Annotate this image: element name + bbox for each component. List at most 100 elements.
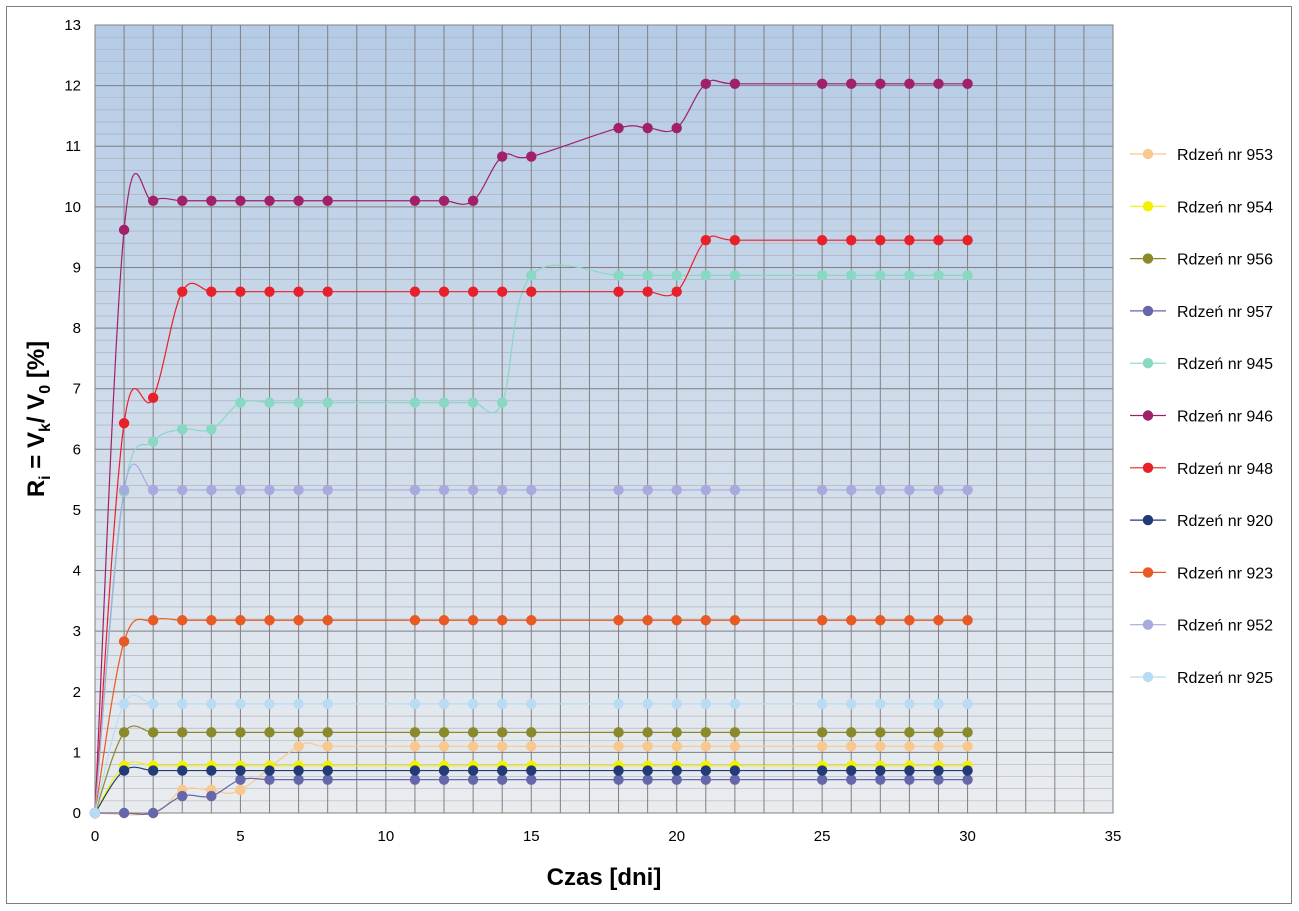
data-point: [729, 774, 741, 785]
data-point: [467, 765, 479, 776]
y-title-sub-i: i: [37, 475, 54, 479]
data-point: [467, 774, 479, 785]
series-6: [89, 234, 973, 819]
data-point: [816, 78, 828, 89]
data-point: [933, 270, 944, 281]
data-point: [526, 615, 537, 626]
data-point: [962, 774, 973, 785]
data-point: [846, 78, 857, 89]
data-point: [264, 774, 275, 785]
legend-label: Rdzeń nr 923: [1177, 565, 1273, 582]
data-point: [264, 727, 275, 738]
data-point: [816, 270, 828, 281]
y-tick-label: 10: [64, 199, 81, 216]
data-point: [293, 698, 304, 710]
data-point: [497, 484, 508, 496]
data-point: [846, 234, 857, 246]
data-point: [642, 741, 653, 752]
y-tick-label: 8: [73, 320, 81, 337]
data-point: [846, 270, 857, 281]
data-point: [526, 774, 537, 785]
data-point: [177, 424, 188, 435]
data-point: [962, 270, 973, 281]
legend-label: Rdzeń nr 946: [1177, 409, 1273, 426]
legend-label: Rdzeń nr 945: [1177, 356, 1273, 373]
data-point: [904, 270, 915, 281]
legend-item: Rdzeń nr 957: [1130, 304, 1273, 321]
data-point: [613, 774, 624, 785]
legend-label: Rdzeń nr 920: [1177, 513, 1273, 530]
legend-item: Rdzeń nr 946: [1130, 409, 1273, 426]
data-point: [438, 286, 450, 297]
data-point: [206, 195, 217, 206]
plot-area: [95, 25, 1113, 813]
legend-marker: [1142, 305, 1154, 317]
data-point: [409, 698, 421, 710]
data-point: [933, 741, 944, 752]
y-tick-label: 1: [73, 744, 81, 761]
data-point: [904, 615, 915, 626]
data-point: [118, 698, 130, 710]
data-point: [526, 484, 537, 496]
y-tick-label: 12: [64, 78, 81, 95]
data-point: [235, 615, 246, 626]
data-point: [642, 698, 653, 710]
data-point: [264, 286, 275, 297]
data-point: [497, 615, 508, 626]
data-point: [177, 195, 188, 206]
legend-item: Rdzeń nr 954: [1130, 199, 1273, 216]
data-point: [147, 765, 159, 776]
data-point: [700, 484, 711, 496]
data-point: [293, 195, 304, 206]
data-point: [293, 397, 304, 408]
data-point: [671, 765, 682, 776]
y-title-sub-0: 0: [37, 385, 54, 394]
data-point: [613, 765, 624, 776]
data-point: [613, 270, 624, 281]
data-point: [206, 286, 217, 297]
data-point: [729, 698, 741, 710]
data-point: [933, 765, 944, 776]
data-point: [671, 615, 682, 626]
data-point: [613, 698, 624, 710]
legend-marker: [1142, 358, 1154, 369]
x-tick-label: 0: [91, 828, 99, 845]
data-point: [526, 151, 537, 162]
data-point: [642, 484, 653, 496]
data-point: [700, 234, 711, 246]
data-point: [642, 286, 653, 297]
data-point: [526, 727, 537, 738]
y-tick-label: 13: [64, 17, 81, 34]
data-point: [438, 774, 450, 785]
data-point: [671, 698, 682, 710]
legend-marker: [1142, 567, 1154, 578]
data-point: [409, 741, 421, 752]
data-point: [729, 741, 741, 752]
data-point: [409, 727, 421, 738]
data-point: [933, 234, 944, 246]
legend-label: Rdzeń nr 952: [1177, 618, 1273, 635]
data-point: [816, 698, 828, 710]
data-point: [235, 727, 246, 738]
data-point: [206, 424, 217, 435]
data-point: [147, 392, 159, 403]
data-point: [497, 774, 508, 785]
x-tick-label: 30: [959, 828, 976, 845]
data-point: [875, 234, 886, 246]
legend-item: Rdzeń nr 945: [1130, 356, 1273, 373]
y-title-eq: = V: [23, 432, 50, 475]
y-axis-title: Ri = Vk/ V0 [%]: [23, 341, 54, 497]
data-point: [526, 270, 537, 281]
data-point: [642, 774, 653, 785]
data-point: [816, 234, 828, 246]
y-tick-label: 7: [73, 381, 81, 398]
data-point: [962, 698, 973, 710]
data-point: [235, 774, 246, 785]
y-tick-label: 0: [73, 805, 81, 822]
data-point: [497, 765, 508, 776]
data-point: [846, 727, 857, 738]
legend-item: Rdzeń nr 920: [1130, 513, 1273, 530]
plot-border: [94, 24, 1114, 814]
y-title-unit: [%]: [23, 341, 50, 385]
legend-label: Rdzeń nr 957: [1177, 304, 1273, 321]
